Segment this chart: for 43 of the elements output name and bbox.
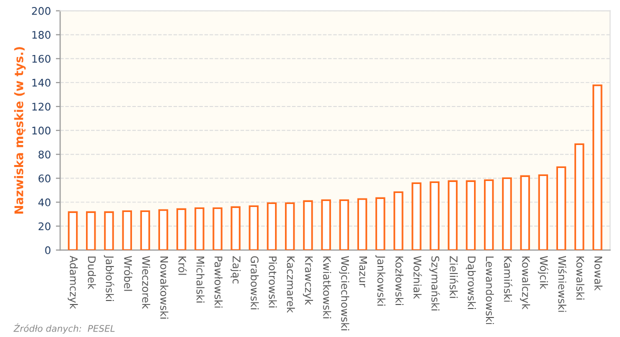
y-tick-label: 100 — [32, 126, 50, 135]
x-tick-label: Kowalczyk — [520, 256, 530, 310]
y-tick-label: 20 — [38, 222, 50, 230]
x-tick-label: Jabłoński — [104, 255, 114, 301]
y-axis-title: Nazwiska męskie (w tys.) — [14, 47, 26, 214]
y-tick-label: 180 — [32, 30, 50, 39]
x-tick-label: Pawłowski — [214, 256, 223, 308]
x-tick-label: Woźniak — [413, 256, 422, 300]
x-tick-label: Kwiatkowski — [323, 256, 332, 318]
y-tick-label: 140 — [32, 78, 50, 87]
x-tick-label: Zieliński — [450, 256, 458, 298]
x-tick-label: Grabowski — [250, 256, 259, 310]
x-tick-label: Dąbrowski — [466, 256, 476, 309]
x-tick-label: Adamczyk — [68, 256, 78, 310]
y-tick-label: 0 — [45, 246, 50, 254]
x-tick-label: Kaczmarek — [286, 256, 295, 313]
x-tick-label: Michalski — [196, 256, 204, 302]
y-tick-label: 40 — [38, 198, 50, 206]
y-tick-label: 120 — [32, 102, 50, 111]
x-tick-label: Wójcik — [538, 256, 548, 290]
x-tick-label: Krawczyk — [302, 256, 314, 305]
x-tick-label: Wojciechowski — [339, 256, 350, 330]
x-tick-label: Lewandowski — [486, 256, 494, 324]
y-tick-label: 60 — [38, 174, 50, 182]
y-tick-label: 80 — [38, 150, 50, 158]
x-tick-label: Szymański — [429, 256, 440, 310]
x-tick-label: Wróbel — [124, 256, 133, 291]
x-tick-label: Nowak — [594, 256, 602, 291]
x-tick-label: Wieczorek — [142, 256, 150, 310]
x-tick-label: Kamiński — [504, 256, 512, 302]
x-tick-label: Kozłowski — [395, 256, 404, 305]
x-tick-label: Nowakowski — [160, 256, 168, 319]
x-tick-label: Kowalski — [576, 256, 584, 300]
y-tick-label: 200 — [32, 7, 50, 15]
x-tick-label: Wiśniewski — [558, 256, 567, 312]
y-tick-label: 160 — [32, 54, 50, 63]
x-tick-label: Król — [178, 256, 187, 275]
x-tick-label: Mazur — [359, 256, 367, 288]
x-tick-label: Piotrowski — [268, 256, 277, 308]
text: Źródło danych: PESEL — [13, 323, 115, 334]
x-tick-label: Jankowski — [375, 255, 386, 306]
x-tick-label: Dudek — [88, 256, 96, 290]
x-tick-label: Zając — [230, 256, 241, 284]
